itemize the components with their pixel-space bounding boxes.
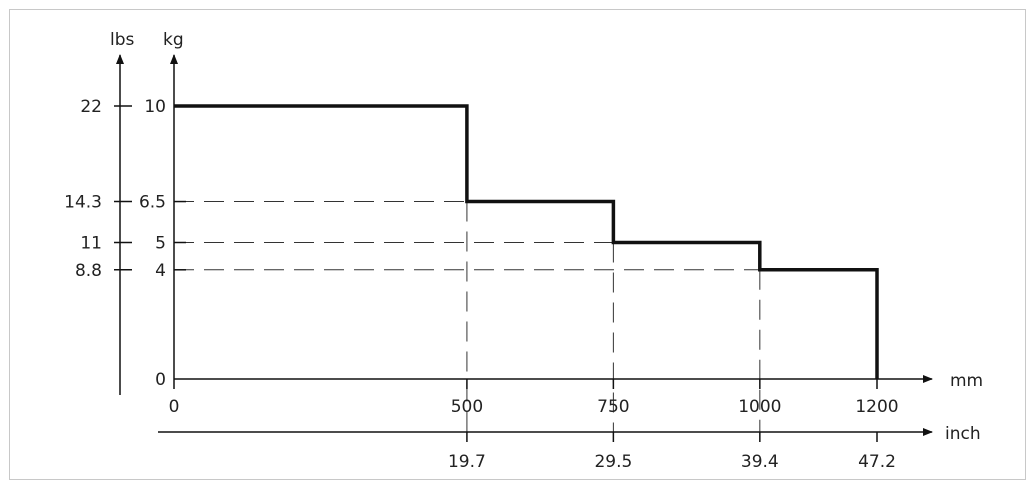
y-axis-unit-kg: kg <box>163 30 184 50</box>
tick-labels: mm inch kg lbs 10 6.5 5 4 0 22 14.3 11 8.8 0 500 75… <box>64 30 983 472</box>
y-tick-label-kg: 6.5 <box>139 193 166 213</box>
y-tick-label-kg: 4 <box>155 261 166 281</box>
x-tick-label-mm: 1200 <box>855 397 898 417</box>
x-tick-label-mm: 500 <box>451 397 483 417</box>
x-tick-label-mm: 1000 <box>738 397 781 417</box>
y-tick-label-lbs: 8.8 <box>75 261 102 281</box>
x-axis-unit-mm: mm <box>950 371 983 391</box>
series-step-line <box>174 104 879 379</box>
axes <box>116 54 933 436</box>
y-tick-label-kg: 5 <box>155 234 166 254</box>
y-tick-label-kg: 0 <box>155 370 166 390</box>
x-axis-unit-inch: inch <box>945 424 981 444</box>
y-tick-label-lbs: 14.3 <box>64 193 102 213</box>
y-tick-label-kg: 10 <box>144 97 166 117</box>
y-tick-label-lbs: 11 <box>80 234 102 254</box>
x-tick-label-inch: 19.7 <box>448 452 486 472</box>
y-axis-unit-lbs: lbs <box>110 30 135 50</box>
series-group <box>174 104 879 379</box>
x-tick-label-mm: 750 <box>597 397 629 417</box>
x-tick-label-inch: 39.4 <box>741 452 779 472</box>
tick-marks <box>114 105 878 442</box>
chart-frame <box>9 9 1026 480</box>
x-tick-label-inch: 29.5 <box>594 452 632 472</box>
x-tick-label-mm: 0 <box>169 397 180 417</box>
y-tick-label-lbs: 22 <box>80 97 102 117</box>
x-tick-label-inch: 47.2 <box>858 452 896 472</box>
